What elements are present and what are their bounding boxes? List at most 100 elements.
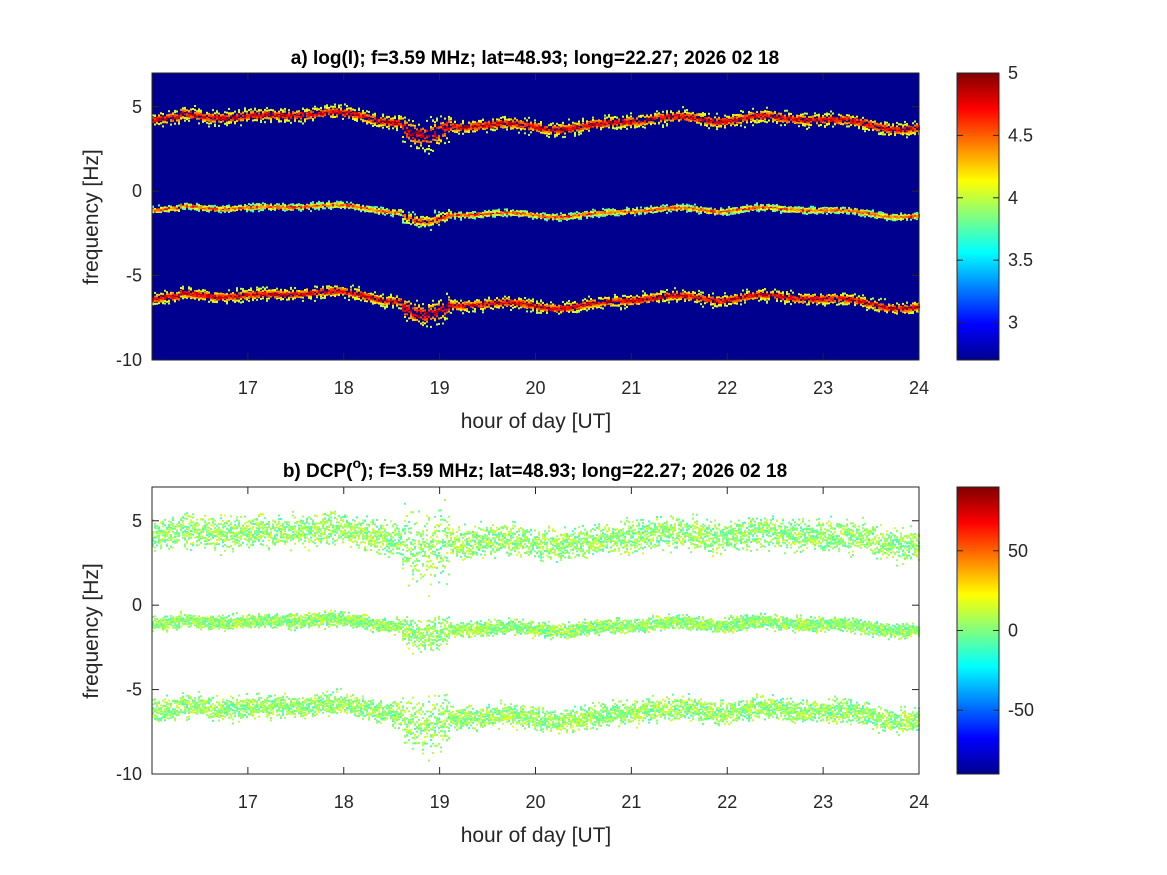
- trace-speckle: [264, 109, 266, 111]
- trace-speckle: [332, 204, 334, 206]
- trace-speckle: [668, 118, 670, 120]
- trace-speckle: [662, 117, 664, 119]
- trace-speckle: [348, 207, 350, 209]
- trace-speckle: [766, 107, 768, 109]
- trace-speckle: [790, 208, 792, 210]
- trace-speckle: [714, 116, 716, 118]
- trace-speckle: [218, 207, 220, 209]
- trace-speckle: [554, 127, 556, 129]
- trace-speckle: [556, 123, 558, 125]
- trace-speckle: [450, 215, 452, 217]
- trace-speckle: [274, 207, 276, 209]
- trace-speckle: [264, 121, 266, 123]
- trace-speckle: [254, 114, 256, 116]
- trace-speckle: [698, 210, 700, 212]
- trace-speckle: [450, 121, 452, 123]
- trace-speckle: [860, 119, 862, 121]
- trace-speckle: [478, 121, 480, 123]
- trace-speckle: [498, 214, 500, 216]
- trace-speckle: [244, 205, 246, 207]
- trace-speckle: [352, 109, 354, 111]
- trace-speckle: [598, 124, 600, 126]
- trace-speckle: [460, 123, 462, 125]
- trace-speckle: [870, 123, 872, 125]
- trace-speckle: [814, 120, 816, 122]
- trace-speckle: [564, 129, 566, 131]
- trace-speckle: [570, 213, 572, 215]
- trace-speckle: [576, 215, 578, 217]
- trace-speckle: [816, 114, 818, 116]
- trace-speckle: [492, 120, 494, 122]
- trace-speckle: [240, 119, 242, 121]
- trace-speckle: [160, 116, 162, 118]
- trace-speckle: [402, 124, 404, 126]
- trace-speckle: [728, 116, 730, 118]
- trace-speckle: [762, 117, 764, 119]
- trace-speckle: [494, 122, 496, 124]
- trace-speckle: [746, 204, 748, 206]
- trace-speckle: [472, 211, 474, 213]
- trace-speckle: [332, 112, 334, 114]
- trace-speckle: [414, 132, 416, 134]
- trace-speckle: [444, 133, 446, 135]
- trace-speckle: [876, 124, 878, 126]
- trace-speckle: [662, 111, 664, 113]
- trace-speckle: [574, 216, 576, 218]
- trace-speckle: [408, 222, 410, 224]
- trace-speckle: [628, 120, 630, 122]
- trace-speckle: [628, 208, 630, 210]
- trace-speckle: [572, 122, 574, 124]
- trace-speckle: [710, 207, 712, 209]
- trace-speckle: [360, 118, 362, 120]
- trace-speckle: [540, 128, 542, 130]
- trace-speckle: [784, 120, 786, 122]
- trace-speckle: [556, 126, 558, 128]
- trace-speckle: [198, 118, 200, 120]
- trace-speckle: [522, 210, 524, 212]
- trace-speckle: [348, 115, 350, 117]
- trace-speckle: [646, 118, 648, 120]
- trace-speckle: [492, 215, 494, 217]
- trace-speckle: [734, 207, 736, 209]
- trace-speckle: [412, 222, 414, 224]
- trace-speckle: [372, 116, 374, 118]
- trace-speckle: [570, 130, 572, 132]
- trace-speckle: [498, 119, 500, 121]
- trace-speckle: [226, 115, 228, 117]
- trace-speckle: [348, 111, 350, 113]
- trace-speckle: [768, 205, 770, 207]
- trace-speckle: [312, 201, 314, 203]
- trace-speckle: [428, 153, 430, 155]
- trace-speckle: [846, 118, 848, 120]
- trace-speckle: [228, 114, 230, 116]
- trace-speckle: [544, 132, 546, 134]
- trace-speckle: [784, 124, 786, 126]
- trace-speckle: [410, 130, 412, 132]
- trace-speckle: [624, 119, 626, 121]
- trace-speckle: [384, 123, 386, 125]
- trace-speckle: [558, 127, 560, 129]
- trace-speckle: [764, 114, 766, 116]
- trace-speckle: [902, 133, 904, 135]
- trace-speckle: [794, 206, 796, 208]
- trace-speckle: [796, 210, 798, 212]
- trace-speckle: [780, 124, 782, 126]
- trace-speckle: [290, 122, 292, 124]
- trace-speckle: [702, 120, 704, 122]
- trace-speckle: [590, 124, 592, 126]
- trace-speckle: [278, 121, 280, 123]
- trace-speckle: [440, 115, 442, 117]
- trace-speckle: [446, 212, 448, 214]
- trace-speckle: [716, 126, 718, 128]
- trace-speckle: [392, 117, 394, 119]
- trace-speckle: [186, 203, 188, 205]
- trace-speckle: [696, 206, 698, 208]
- trace-speckle: [788, 115, 790, 117]
- trace-speckle: [606, 210, 608, 212]
- trace-speckle: [444, 213, 446, 215]
- trace-speckle: [638, 123, 640, 125]
- trace-speckle: [608, 127, 610, 129]
- trace-speckle: [292, 114, 294, 116]
- trace-speckle: [438, 214, 440, 216]
- trace-speckle: [156, 120, 158, 122]
